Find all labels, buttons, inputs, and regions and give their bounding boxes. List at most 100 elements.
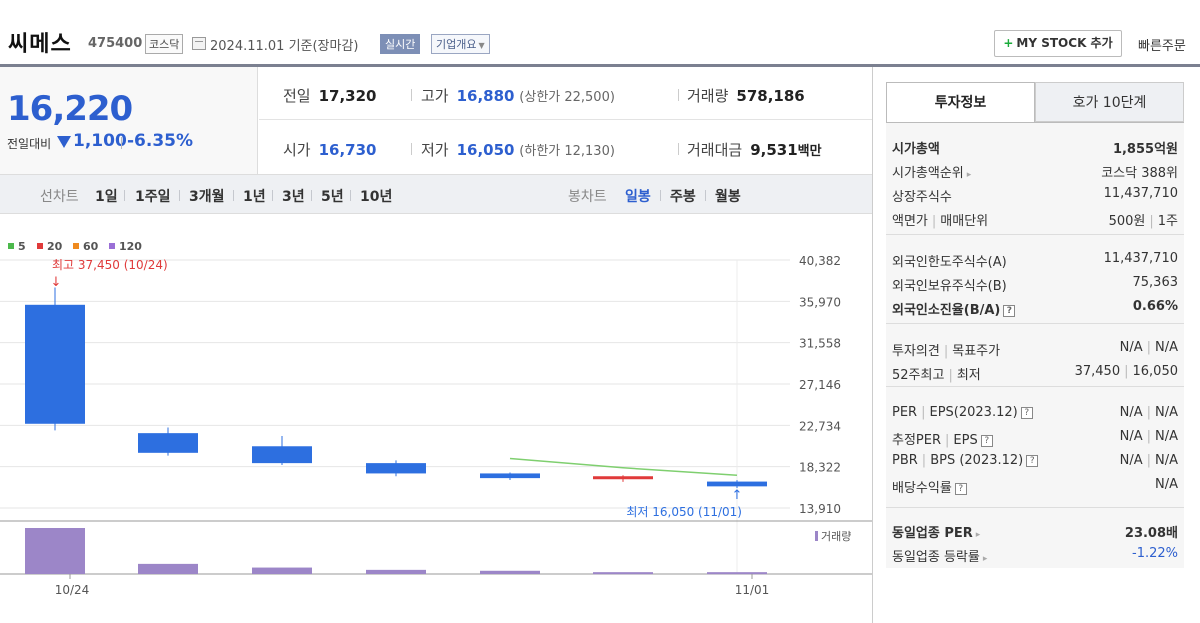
calendar-icon: [192, 37, 206, 50]
change-percent: -6.35%: [127, 131, 194, 151]
bps-value: N/A: [1155, 453, 1178, 468]
help-icon[interactable]: ?: [954, 483, 967, 495]
market-cap-label: 시가총액: [892, 142, 940, 157]
divider: [411, 89, 412, 101]
stock-name: 씨메스: [8, 32, 72, 57]
opinion-value: N/A: [1119, 340, 1143, 355]
ma-legend-label: 5: [18, 240, 26, 253]
help-icon[interactable]: ?: [980, 435, 993, 447]
divider: |: [931, 214, 937, 229]
foreign-limit-row: 외국인한도주식수(A) 11,437,710: [892, 248, 1178, 271]
my-stock-add-button[interactable]: + MY STOCK 추가: [994, 30, 1122, 57]
divider: [350, 190, 351, 201]
my-stock-label: MY STOCK 추가: [1016, 36, 1113, 50]
period-3m[interactable]: 3개월: [189, 189, 225, 205]
market-cap-rank-label: 시가총액순위: [892, 166, 964, 181]
volume-bar: [366, 569, 426, 574]
company-overview-dropdown[interactable]: 기업개요 ▼: [431, 34, 490, 54]
est-per-row: 추정PER | EPS? N/A | N/A: [892, 426, 1178, 449]
period-1d[interactable]: 1일: [95, 189, 118, 205]
period-10y[interactable]: 10년: [360, 189, 393, 205]
divider: [272, 190, 273, 201]
per-row: PER | EPS(2023.12)? N/A | N/A: [892, 402, 1178, 425]
help-icon[interactable]: ?: [1020, 407, 1033, 419]
period-5y[interactable]: 5년: [321, 189, 344, 205]
foreign-hold-value: 75,363: [1132, 275, 1179, 290]
period-3y[interactable]: 3년: [282, 189, 305, 205]
est-per-value: N/A: [1119, 429, 1143, 444]
sector-per-label: 동일업종 PER: [892, 526, 973, 541]
trade-amount-label: 거래대금: [687, 141, 743, 159]
low-price: 저가 16,050 (하한가 12,130): [421, 139, 615, 160]
section-sector: 동일업종 PER ▸ 23.08배 동일업종 등락률 ▸ -1.22%: [886, 509, 1184, 569]
divider: |: [945, 433, 950, 448]
period-monthly[interactable]: 월봉: [715, 189, 741, 205]
bps-label: BPS (2023.12): [930, 453, 1024, 468]
volume: 거래량 578,186: [687, 85, 805, 106]
divider: [678, 89, 679, 101]
ma-legend-swatch: [8, 243, 14, 249]
down-triangle-icon: [57, 136, 71, 148]
open-label: 시가: [283, 141, 311, 159]
help-icon[interactable]: ?: [1003, 305, 1016, 317]
period-1w[interactable]: 1주일: [135, 189, 171, 205]
company-overview-label: 기업개요: [436, 38, 477, 51]
y-tick-label: 18,322: [799, 461, 841, 475]
open-value: 16,730: [318, 141, 377, 159]
sector-change-row[interactable]: 동일업종 등락률 ▸ -1.22%: [892, 543, 1178, 566]
week52-row: 52주최고 | 최저 37,450 | 16,050: [892, 361, 1178, 384]
chart-period-toolbar: 선차트 1일 1주일 3개월 1년 3년 5년 10년 봉차트 일봉 주봉 월봉: [0, 174, 872, 214]
period-weekly[interactable]: 주봉: [670, 189, 696, 205]
realtime-button[interactable]: 실시간: [380, 34, 421, 54]
divider: |: [1146, 453, 1151, 468]
foreign-ratio-value: 0.66%: [1132, 299, 1178, 314]
trade-amount: 거래대금 9,531백만: [687, 139, 822, 160]
sector-per-row[interactable]: 동일업종 PER ▸ 23.08배: [892, 519, 1178, 542]
trade-unit-label: 매매단위: [940, 214, 989, 229]
quick-order-button[interactable]: 빠른주문: [1138, 35, 1186, 54]
ma-legend-label: 60: [83, 240, 99, 253]
candle-body: [366, 463, 426, 474]
sector-change-value: -1.22%: [1132, 546, 1178, 561]
period-daily[interactable]: 일봉: [625, 189, 651, 205]
divider: [124, 190, 125, 201]
est-eps-value: N/A: [1155, 429, 1178, 444]
divider: [678, 143, 679, 155]
tab-order-book[interactable]: 호가 10단계: [1035, 82, 1184, 122]
sector-change-label: 동일업종 등락률: [892, 550, 980, 565]
change-amount: 1,100: [73, 131, 127, 151]
up-arrow-icon: ↑: [732, 488, 743, 503]
stock-code: 475400: [88, 36, 143, 51]
chevron-right-icon: ▸: [966, 170, 972, 180]
divider: |: [948, 368, 953, 383]
par-value-row: 액면가 | 매매단위 500원 | 1주: [892, 207, 1178, 230]
prev-close: 전일 17,320: [283, 85, 377, 106]
y-tick-label: 22,734: [799, 419, 841, 433]
foreign-ratio-row: 외국인소진율(B/A)? 0.66%: [892, 296, 1178, 319]
price-chart[interactable]: 40,382 35,970 31,558 27,146 22,734 18,322 13,9…: [0, 214, 872, 623]
candle-body: [707, 481, 767, 487]
market-cap-rank-row[interactable]: 시가총액순위 ▸ 코스닥 388위: [892, 159, 1178, 182]
tab-investment-info[interactable]: 투자정보: [886, 82, 1035, 122]
upper-limit: (상한가 22,500): [519, 90, 615, 105]
section-foreign: 외국인한도주식수(A) 11,437,710 외국인보유주식수(B) 75,363 …: [886, 236, 1184, 324]
period-1y[interactable]: 1년: [243, 189, 266, 205]
par-value: 500원: [1108, 214, 1146, 229]
candle-body: [480, 473, 540, 479]
panel-divider: [872, 67, 873, 623]
volume-bar: [707, 572, 767, 575]
x-tick-label: 10/24: [55, 583, 90, 597]
low-value: 16,050: [456, 141, 515, 159]
high-label: 고가: [421, 87, 449, 105]
foreign-ratio-label: 외국인소진율(B/A): [892, 303, 1001, 318]
price-summary: 16,220 전일대비 1,100 -6.35%: [0, 67, 258, 174]
divider: [121, 137, 122, 149]
week52-low-label: 최저: [956, 368, 981, 383]
week52-low-value: 16,050: [1132, 364, 1179, 379]
sector-per-value: 23.08배: [1124, 526, 1178, 541]
y-tick-label: 31,558: [799, 337, 841, 351]
change-label: 전일대비: [7, 137, 52, 151]
divider: |: [1146, 429, 1151, 444]
volume-legend-label: 거래량: [821, 530, 851, 543]
help-icon[interactable]: ?: [1026, 455, 1039, 467]
